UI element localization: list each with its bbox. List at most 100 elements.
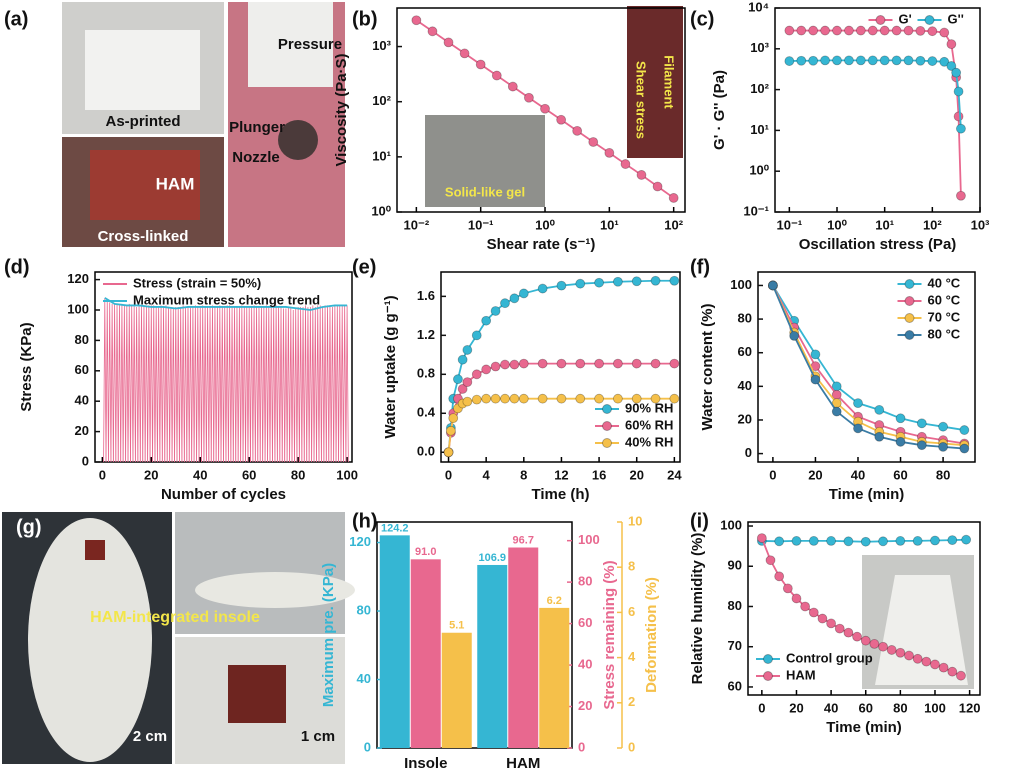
axis-title: Viscosity (Pa·S) [333, 53, 350, 166]
stress-cycle [144, 306, 149, 463]
data-point [518, 358, 529, 369]
data-point [904, 650, 914, 661]
y-tick-label: 6 [628, 604, 635, 619]
legend-marker [602, 421, 612, 431]
y-tick-label: 90 [728, 558, 742, 573]
axis-title: Water uptake (g g⁻¹) [382, 295, 399, 438]
bar [477, 564, 508, 748]
data-point [556, 393, 567, 404]
stress-cycle [279, 306, 283, 463]
axis-title: Time (min) [826, 719, 902, 736]
stress-cycle [176, 306, 180, 463]
data-point [537, 358, 548, 369]
data-point [774, 536, 785, 547]
data-point [903, 25, 914, 36]
data-point [650, 275, 661, 286]
legend-marker [904, 330, 915, 340]
data-point [445, 425, 456, 436]
stress-cycle [235, 306, 239, 463]
data-point [886, 645, 897, 655]
data-point [457, 384, 468, 394]
x-tick-label: 100 [924, 700, 946, 715]
series-line [772, 285, 965, 447]
y-tick-label: 0 [364, 739, 371, 754]
y-tick-label: 80 [578, 574, 592, 589]
y-tick-label: 20 [75, 423, 89, 438]
stress-cycle [254, 306, 259, 463]
bar [410, 559, 441, 748]
stress-cycle [171, 308, 175, 463]
data-point [500, 298, 510, 309]
plot-frame [774, 7, 981, 213]
data-point [500, 393, 510, 404]
stress-cycle [232, 306, 237, 463]
photo-panel-a: (a) As-printed HAM Cross-linked Pressure… [4, 2, 345, 247]
data-point [959, 443, 970, 454]
data-point [808, 536, 819, 546]
stress-cycle [139, 305, 144, 463]
data-point [820, 55, 830, 66]
legend-label: 40 °C [928, 275, 961, 290]
data-point [879, 25, 890, 36]
data-point [491, 70, 502, 81]
legend-label: G'' [948, 11, 964, 26]
data-point [869, 639, 880, 649]
stress-cycle [250, 306, 254, 463]
data-point [650, 358, 661, 369]
data-point [540, 103, 550, 114]
axis-title: Time (h) [531, 486, 589, 503]
stress-cycle [303, 305, 308, 463]
value-label: 96.7 [513, 534, 534, 546]
legend-label: Stress (strain = 50%) [133, 275, 261, 290]
stress-cycle [338, 305, 342, 463]
data-point [784, 25, 795, 36]
data-point [852, 631, 862, 642]
data-point [796, 25, 807, 36]
data-point [669, 393, 680, 404]
x-tick-label: 40 [824, 700, 838, 715]
stress-cycle [289, 308, 293, 463]
data-point [427, 26, 438, 37]
panel-label: (g) [16, 516, 42, 538]
stress-cycle [298, 306, 303, 463]
data-point [556, 280, 567, 291]
data-point [612, 393, 623, 404]
data-point [575, 358, 586, 369]
axis-title: Relative humidity (%) [689, 533, 706, 685]
data-point [650, 393, 661, 404]
data-point [594, 358, 604, 369]
data-point [947, 535, 958, 546]
data-point [912, 653, 923, 664]
x-tick-label: 20 [144, 467, 158, 482]
data-point [631, 358, 642, 369]
data-point [912, 536, 923, 546]
data-point [956, 190, 966, 201]
y-tick-label: 40 [75, 393, 89, 408]
photo-label: HAM-integrated insole [90, 609, 260, 626]
data-point [874, 404, 885, 415]
data-point [588, 137, 599, 147]
x-tick-label: 4 [483, 467, 491, 482]
photo-label: Cross-linked [98, 228, 189, 245]
data-point [826, 536, 837, 546]
data-point [518, 288, 529, 299]
stress-cycle [112, 303, 117, 463]
data-point [832, 55, 842, 66]
y-tick-label: 2 [628, 694, 635, 709]
data-point [481, 315, 492, 326]
data-point [895, 436, 906, 447]
data-point [509, 393, 520, 404]
stress-cycle [230, 306, 234, 463]
data-point [916, 418, 927, 429]
legend-marker [924, 15, 935, 25]
y-tick-label: 100 [720, 517, 742, 532]
stress-cycle [284, 308, 288, 463]
stress-cycle [225, 305, 229, 463]
data-point [462, 396, 473, 407]
y-tick-label: 20 [738, 411, 752, 426]
series-line [772, 285, 965, 450]
stress-cycle [117, 305, 122, 463]
data-point [756, 533, 767, 543]
stress-cycle [157, 306, 161, 463]
annotation: Filament [662, 55, 677, 109]
